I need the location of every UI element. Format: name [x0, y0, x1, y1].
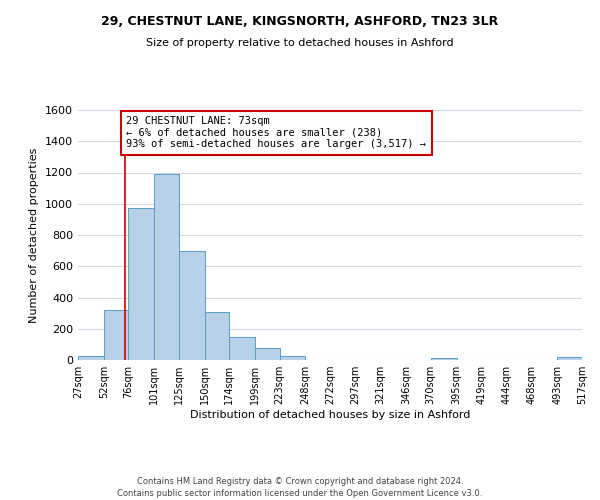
- Text: Contains public sector information licensed under the Open Government Licence v3: Contains public sector information licen…: [118, 489, 482, 498]
- Bar: [557, 357, 582, 360]
- Bar: [431, 358, 457, 360]
- Bar: [179, 250, 205, 360]
- X-axis label: Distribution of detached houses by size in Ashford: Distribution of detached houses by size …: [190, 410, 470, 420]
- Bar: [205, 312, 229, 360]
- Y-axis label: Number of detached properties: Number of detached properties: [29, 148, 40, 322]
- Bar: [78, 356, 104, 360]
- Bar: [128, 208, 154, 360]
- Text: 29 CHESTNUT LANE: 73sqm
← 6% of detached houses are smaller (238)
93% of semi-de: 29 CHESTNUT LANE: 73sqm ← 6% of detached…: [127, 116, 427, 150]
- Bar: [255, 348, 280, 360]
- Text: Contains HM Land Registry data © Crown copyright and database right 2024.: Contains HM Land Registry data © Crown c…: [137, 478, 463, 486]
- Bar: [280, 356, 305, 360]
- Bar: [229, 336, 255, 360]
- Text: 29, CHESTNUT LANE, KINGSNORTH, ASHFORD, TN23 3LR: 29, CHESTNUT LANE, KINGSNORTH, ASHFORD, …: [101, 15, 499, 28]
- Bar: [104, 310, 128, 360]
- Text: Size of property relative to detached houses in Ashford: Size of property relative to detached ho…: [146, 38, 454, 48]
- Bar: [154, 174, 179, 360]
